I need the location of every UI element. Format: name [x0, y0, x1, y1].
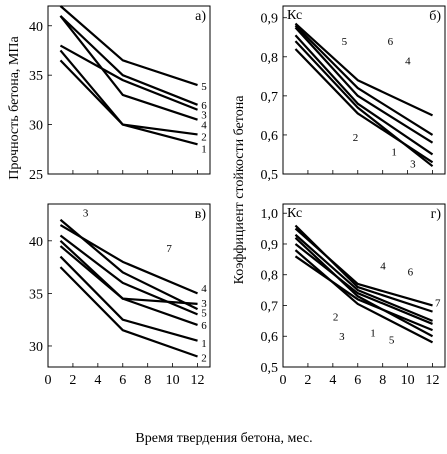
y-tick-label: 30: [29, 119, 43, 134]
curve-number-label: 4: [405, 56, 411, 68]
x-tick-label: 10: [166, 373, 180, 388]
curve-number-label: 7: [435, 297, 441, 309]
series-line-3: [59, 15, 198, 121]
series-line-2: [294, 243, 433, 325]
x-tick-label: 0: [280, 373, 287, 388]
series-line-7: [294, 237, 434, 338]
curve-number-label: 5: [342, 36, 348, 48]
x-tick-label: 12: [426, 373, 440, 388]
series-line-4: [59, 224, 198, 295]
plot-frame: [282, 5, 446, 175]
y-tick-label: 0,8: [261, 51, 279, 66]
series-line-2: [294, 40, 434, 168]
x-tick-label: 4: [329, 373, 336, 388]
y-tick-label: 0,7: [261, 90, 279, 105]
plot-frame: [47, 5, 211, 175]
y-tick-label: 40: [29, 20, 43, 35]
y-tick-label: 0,7: [261, 299, 279, 314]
curve-number-label: 2: [201, 131, 207, 143]
x-tick-label: 6: [119, 373, 126, 388]
y-tick-label: 35: [29, 287, 43, 302]
curve-number-label: 2: [201, 353, 207, 365]
curve-number-label: 3: [339, 331, 345, 343]
series-line-4: [294, 26, 434, 144]
chart-panel: 0,5 0,6 0,7 0,8 0,9 б) Кс 5 64 2 1 3: [261, 5, 446, 183]
curve-number-label: 6: [201, 100, 207, 112]
y-tick-label: 0,5: [261, 361, 279, 376]
x-axis-label: Время твердения бетона, мес.: [135, 431, 312, 446]
curve-number-label: 6: [388, 36, 394, 48]
y-tick-label: 1,0: [261, 207, 279, 222]
curve-number-label: 5: [389, 334, 395, 346]
y-unit-label: Кс: [287, 8, 302, 23]
y-axis-label-left: Прочность бетона, МПа: [7, 36, 22, 180]
curve-number-label: 4: [201, 283, 207, 295]
y-tick-label: 0,8: [261, 269, 279, 284]
x-tick-label: 2: [69, 373, 76, 388]
x-tick-label: 6: [354, 373, 361, 388]
curve-number-label: 4: [380, 261, 386, 273]
series-line-5: [294, 22, 434, 117]
y-tick-label: 0,9: [261, 12, 279, 27]
series-line-4: [59, 44, 198, 111]
curve-number-label: 6: [408, 267, 414, 279]
y-tick-label: 0,5: [261, 168, 279, 183]
x-tick-label: 4: [94, 373, 101, 388]
series-line-5: [294, 233, 433, 322]
y-tick-label: 25: [29, 168, 43, 183]
series-line-6: [294, 224, 433, 313]
panel-label: б): [429, 9, 441, 24]
series-line-6: [59, 15, 198, 106]
curve-number-label: 3: [410, 158, 416, 170]
series-line-5: [59, 5, 198, 87]
plot-frame: [47, 203, 211, 368]
curve-number-label: 6: [201, 320, 207, 332]
curve-number-label: 4: [201, 120, 207, 132]
curve-number-label: 1: [201, 143, 207, 155]
x-tick-label: 8: [379, 373, 386, 388]
series-line-2: [59, 266, 198, 358]
y-tick-label: 35: [29, 69, 43, 84]
series-line-1: [294, 255, 433, 332]
curve-number-label: 3: [201, 298, 207, 310]
y-unit-label: Кс: [287, 206, 302, 221]
y-tick-label: 0,9: [261, 238, 279, 253]
series-line-3: [294, 249, 434, 344]
series-line-6: [294, 24, 434, 136]
curve-number-label: 2: [333, 311, 339, 323]
series-line-2: [59, 49, 198, 136]
curve-number-label: 5: [201, 81, 207, 93]
panel-label: г): [431, 207, 442, 222]
curve-number-label: 1: [201, 338, 207, 350]
curve-number-label: 1: [391, 147, 397, 159]
panel-label: в): [195, 207, 207, 222]
y-axis-label-right: Коэффициент стойкости бетона: [232, 95, 247, 285]
x-tick-label: 2: [304, 373, 311, 388]
series-line-7: [59, 240, 198, 306]
series-line-1: [59, 255, 198, 342]
curve-number-label: 7: [166, 243, 172, 255]
series-line-3: [294, 34, 434, 156]
x-tick-label: 12: [191, 373, 205, 388]
x-tick-label: 8: [144, 373, 151, 388]
curve-number-label: 3: [83, 207, 89, 219]
y-tick-label: 0,6: [261, 129, 279, 144]
y-tick-label: 30: [29, 340, 43, 355]
curve-number-label: 3: [201, 110, 207, 122]
curve-number-label: 5: [201, 307, 207, 319]
y-tick-label: 40: [29, 235, 43, 250]
curve-number-label: 2: [353, 132, 359, 144]
x-tick-label: 0: [45, 373, 52, 388]
curve-number-label: 1: [370, 328, 376, 340]
x-tick-label: 10: [401, 373, 415, 388]
series-line-5: [59, 234, 198, 316]
plot-frame: [282, 203, 446, 368]
y-tick-label: 0,6: [261, 330, 279, 345]
panel-label: а): [195, 9, 206, 24]
